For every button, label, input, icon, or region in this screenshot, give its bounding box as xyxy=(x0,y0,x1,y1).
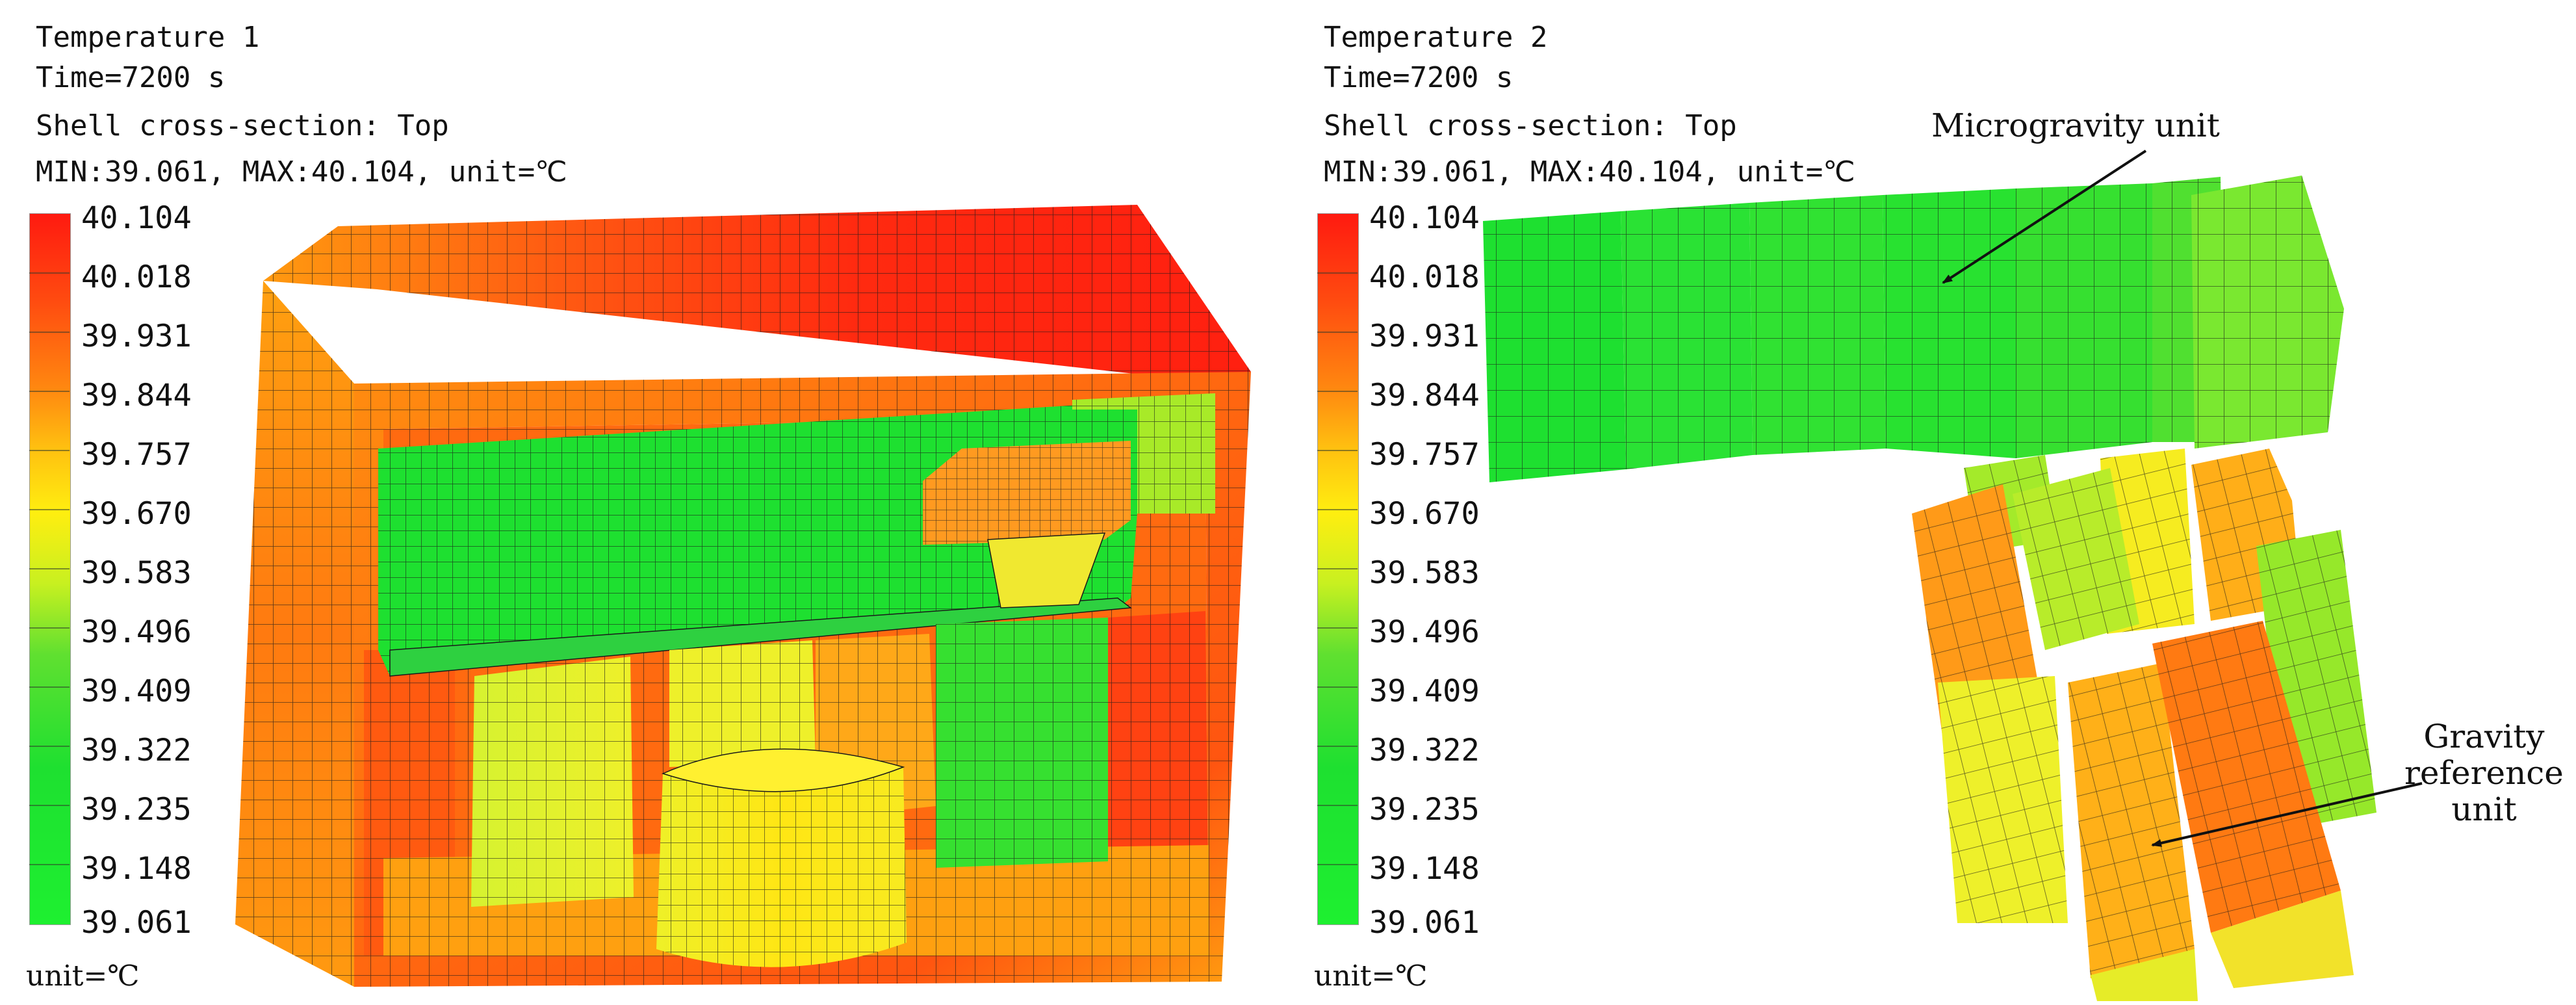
panel-title: Temperature 2 xyxy=(1324,21,1548,54)
scale-tick xyxy=(29,332,70,333)
scale-tick xyxy=(1317,332,1358,333)
unit-label: unit=℃ xyxy=(26,959,140,993)
legend-value: 39.148 xyxy=(1369,851,1480,887)
legend-value: 39.235 xyxy=(81,792,192,828)
scale-tick xyxy=(1317,509,1358,510)
scale-tick xyxy=(29,627,70,629)
mesh-overlay xyxy=(1072,393,1215,514)
scale-tick xyxy=(1317,746,1358,747)
legend-value: 39.496 xyxy=(1369,614,1480,650)
mesh-overlay xyxy=(471,657,634,907)
legend-value: 39.757 xyxy=(81,437,192,473)
scale-tick xyxy=(1317,805,1358,806)
time-label: Time=7200 s xyxy=(36,61,225,94)
gravity-reference-arrow xyxy=(2151,782,2423,847)
scale-tick xyxy=(29,391,70,392)
legend-value: 39.322 xyxy=(81,733,192,768)
scale-tick xyxy=(1317,450,1358,451)
scale-tick xyxy=(29,509,70,510)
scale-tick xyxy=(1317,272,1358,274)
legend-value: 39.931 xyxy=(1369,319,1480,354)
legend-value: 39.148 xyxy=(81,851,192,887)
legend-value: 39.757 xyxy=(1369,437,1480,473)
legend-value: 39.235 xyxy=(1369,792,1480,828)
legend-value: 39.061 xyxy=(1369,905,1480,941)
scale-tick xyxy=(29,746,70,747)
mesh-overlay xyxy=(235,281,354,987)
temperature-panel-2: Temperature 2 Time=7200 s Shell cross-se… xyxy=(1288,0,2576,1005)
legend-value: 40.018 xyxy=(81,259,192,295)
scale-tick xyxy=(1317,686,1358,688)
range-label: MIN:39.061, MAX:40.104, unit=℃ xyxy=(1324,155,1855,189)
time-label: Time=7200 s xyxy=(1324,61,1513,94)
legend-value: 39.061 xyxy=(81,905,192,941)
plate-edge xyxy=(389,597,1133,677)
mesh-overlay xyxy=(656,749,907,967)
section-label: Shell cross-section: Top xyxy=(36,109,449,142)
unit-label: unit=℃ xyxy=(1314,959,1428,993)
legend-value: 39.670 xyxy=(1369,496,1480,532)
section-label: Shell cross-section: Top xyxy=(1324,109,1737,142)
microgravity-row xyxy=(1483,176,2344,482)
cylinder-top xyxy=(661,748,905,792)
legend-value: 39.409 xyxy=(81,673,192,709)
legend-value: 40.104 xyxy=(1369,200,1480,236)
legend-value: 39.409 xyxy=(1369,673,1480,709)
legend-value: 40.018 xyxy=(1369,259,1480,295)
legend-value: 39.844 xyxy=(1369,378,1480,413)
legend-value: 39.496 xyxy=(81,614,192,650)
legend-value: 39.583 xyxy=(81,555,192,591)
microgravity-label: Microgravity unit xyxy=(1931,107,2220,144)
temperature-panel-1: Temperature 1 Time=7200 s Shell cross-se… xyxy=(0,0,1287,1005)
legend-value: 39.583 xyxy=(1369,555,1480,591)
panel-title: Temperature 1 xyxy=(36,21,260,54)
gravity-label-line: unit xyxy=(2451,790,2517,828)
scale-tick xyxy=(29,272,70,274)
mesh-overlay xyxy=(936,618,1108,868)
range-label: MIN:39.061, MAX:40.104, unit=℃ xyxy=(36,155,567,189)
scale-tick xyxy=(29,450,70,451)
payload-model xyxy=(1483,150,2423,1001)
gravity-label-line: reference xyxy=(2404,754,2564,792)
mesh-overlay xyxy=(923,441,1131,545)
scale-tick xyxy=(1317,568,1358,569)
legend-value: 40.104 xyxy=(81,200,192,236)
mesh-overlay xyxy=(669,640,816,767)
scale-tick xyxy=(29,686,70,688)
scale-tick xyxy=(1317,627,1358,629)
gravity-label-line: Gravity xyxy=(2423,718,2545,755)
enclosure-model xyxy=(235,205,1251,987)
scale-tick xyxy=(29,805,70,806)
legend-value: 39.670 xyxy=(81,496,192,532)
mesh-overlay xyxy=(263,205,1251,384)
scale-tick xyxy=(1317,391,1358,392)
legend-value: 39.322 xyxy=(1369,733,1480,768)
bracket-support xyxy=(987,532,1106,608)
gravity-reference-group xyxy=(1912,449,2376,1001)
legend-value: 39.931 xyxy=(81,319,192,354)
legend-value: 39.844 xyxy=(81,378,192,413)
gravity-reference-label: Gravity reference unit xyxy=(2404,718,2564,828)
microgravity-arrow xyxy=(1942,150,2147,284)
scale-tick xyxy=(1317,864,1358,865)
scale-tick xyxy=(29,864,70,865)
scale-tick xyxy=(29,568,70,569)
